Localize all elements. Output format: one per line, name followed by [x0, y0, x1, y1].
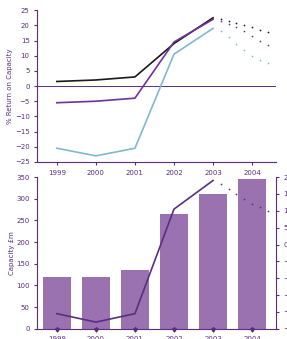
Bar: [121, 270, 149, 329]
Legend: Managed, Portfolio, Market, Forecast, Forecast, Forecast: Managed, Portfolio, Market, Forecast, Fo…: [41, 208, 183, 223]
Y-axis label: % Return on Capacity: % Return on Capacity: [7, 48, 13, 124]
Bar: [43, 277, 71, 329]
Bar: [238, 179, 266, 329]
Bar: [160, 214, 188, 329]
Y-axis label: Capacity £m: Capacity £m: [9, 231, 15, 275]
Bar: [199, 195, 227, 329]
Bar: [82, 277, 110, 329]
